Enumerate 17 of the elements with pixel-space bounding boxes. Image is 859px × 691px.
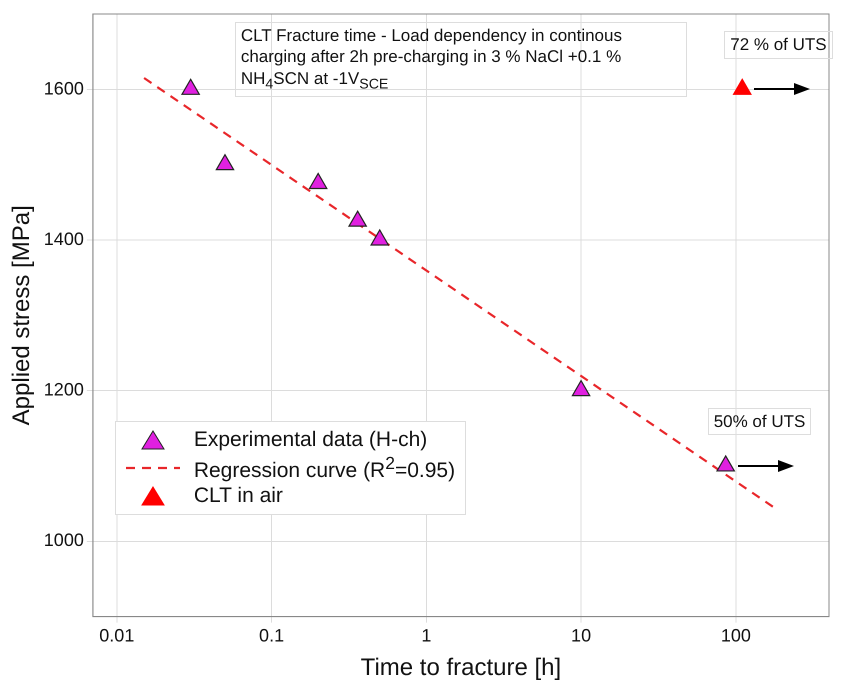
- y-tick-label: 1200: [44, 380, 84, 400]
- y-axis-title: Applied stress [MPa]: [8, 205, 36, 426]
- x-tick-label: 10: [571, 625, 592, 646]
- x-tick-label: 0.01: [99, 625, 134, 646]
- legend-label: Regression curve (R$^{2}$=0.95): [194, 452, 456, 483]
- y-tick-label: 1000: [44, 530, 84, 550]
- legend-label: CLT in air: [194, 484, 283, 508]
- annotation: 50% of UTS: [708, 408, 812, 436]
- annotation: 72 % of UTS: [724, 31, 833, 59]
- y-tick-label: 1400: [44, 228, 84, 249]
- y-tick-label: 1600: [44, 78, 84, 98]
- x-axis-title: Time to fracture [h]: [360, 654, 562, 682]
- x-tick-label: 100: [720, 625, 751, 646]
- x-tick-label: 1: [421, 625, 432, 646]
- legend-label: Experimental data (H-ch): [194, 428, 428, 452]
- x-tick-label: 0.1: [259, 625, 284, 646]
- annotation: CLT Fracture time - Load dependency in continous charging after 2h pre-charging in 3 % NaCl +0.1 % NH$_{4}$SCN at -1V$_{SCE}$: [234, 22, 687, 97]
